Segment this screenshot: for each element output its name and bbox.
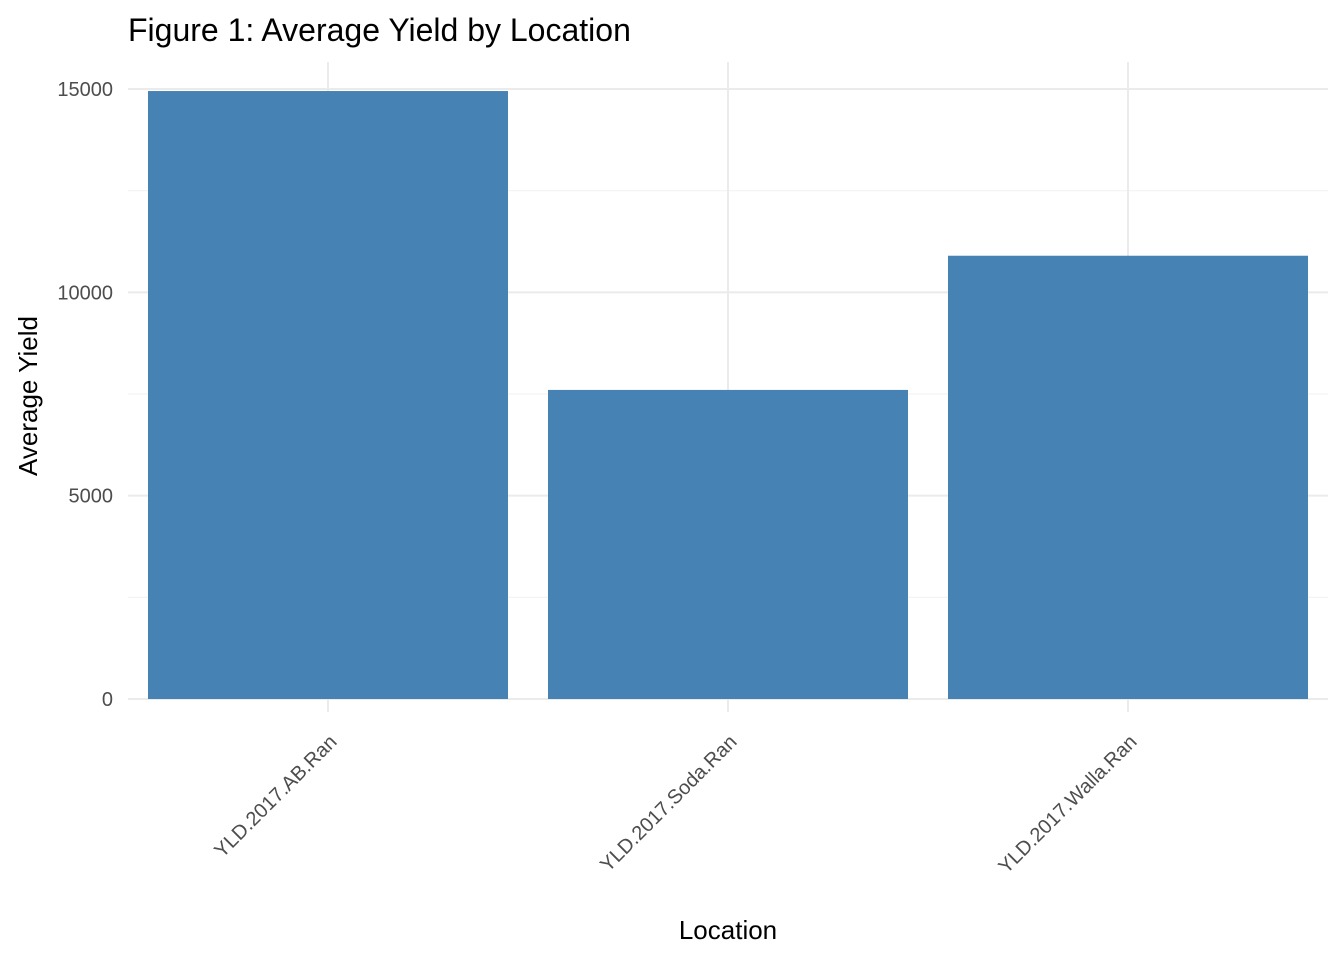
x-tick-label: YLD.2017.AB.Ran xyxy=(210,731,341,862)
y-tick-label: 0 xyxy=(102,689,113,711)
chart-title: Figure 1: Average Yield by Location xyxy=(128,12,631,48)
bar xyxy=(148,91,508,700)
y-tick-label: 10000 xyxy=(57,282,113,304)
y-axis-ticks: 0 5000 10000 15000 xyxy=(57,79,113,711)
x-tick-label: YLD.2017.Walla.Ran xyxy=(994,731,1141,878)
bars-layer xyxy=(148,91,1308,700)
x-axis-title: Location xyxy=(679,915,777,945)
bar xyxy=(548,389,908,699)
bar xyxy=(948,255,1308,699)
y-tick-label: 5000 xyxy=(69,486,114,508)
y-axis-title: Average Yield xyxy=(13,316,43,476)
x-axis-ticks: YLD.2017.AB.Ran YLD.2017.Soda.Ran YLD.2017… xyxy=(210,731,1141,878)
x-tick-label: YLD.2017.Soda.Ran xyxy=(596,731,741,876)
y-tick-label: 15000 xyxy=(57,79,113,101)
